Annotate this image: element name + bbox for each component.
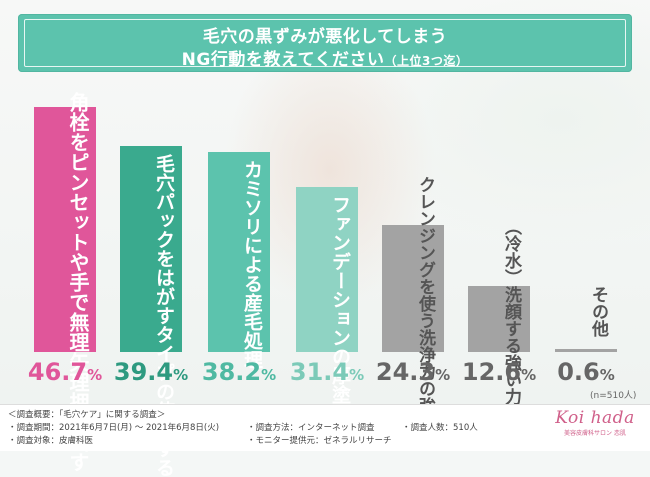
sample-size-note: (n=510人) bbox=[590, 391, 637, 401]
value-unit-5: % bbox=[521, 366, 537, 384]
value-number-6: 0.6 bbox=[557, 358, 600, 386]
category-label-4: クレンジングを使う洗浄力の強い bbox=[415, 176, 435, 431]
logo-name: Koi hada bbox=[555, 408, 635, 428]
value-number-2: 38.2 bbox=[201, 358, 262, 386]
bar-6 bbox=[555, 349, 617, 352]
survey-method: ・調査方法：インターネット調査 bbox=[247, 423, 375, 433]
value-number-4: 24.3 bbox=[375, 358, 436, 386]
bar-3 bbox=[296, 187, 358, 352]
value-label-1: 39.4% bbox=[106, 358, 196, 386]
value-unit-2: % bbox=[261, 366, 277, 384]
bar-4 bbox=[382, 225, 444, 352]
chart-title-line2-main: NG行動を教えてください bbox=[181, 50, 385, 70]
value-number-3: 31.4 bbox=[289, 358, 350, 386]
survey-footer: ＜調査概要：「毛穴ケア」に関する調査＞ ・調査期間：2021年6月7日(月) 〜… bbox=[0, 404, 650, 451]
category-label-0: 角栓をピンセットや手で無理矢理押し出す bbox=[66, 92, 90, 472]
category-label-3: ファンデーションの厚塗り bbox=[329, 195, 351, 423]
category-label-6: その他 bbox=[588, 286, 608, 337]
value-label-3: 31.4% bbox=[282, 358, 372, 386]
chart-title-note: （上位3つ迄） bbox=[384, 54, 469, 68]
bar-2 bbox=[208, 152, 270, 352]
value-label-4: 24.3% bbox=[368, 358, 458, 386]
value-unit-1: % bbox=[173, 366, 189, 384]
category-label-1: 毛穴パックをはがすタイプの使用する bbox=[153, 154, 175, 477]
value-number-1: 39.4 bbox=[113, 358, 174, 386]
category-label-5: （冷水）洗顔する強い力で bbox=[501, 218, 521, 422]
value-unit-6: % bbox=[599, 366, 615, 384]
survey-period: ・調査期間：2021年6月7日(月) 〜 2021年6月8日(火) bbox=[8, 423, 220, 433]
value-label-6: 0.6% bbox=[541, 358, 631, 386]
survey-count: ・調査人数：510人 bbox=[402, 423, 478, 433]
value-label-2: 38.2% bbox=[194, 358, 284, 386]
chart-title-line2: NG行動を教えてください（上位3つ迄） bbox=[18, 45, 632, 70]
survey-target: ・調査対象：皮膚科医 bbox=[8, 436, 94, 446]
bar-5 bbox=[468, 286, 530, 352]
category-label-2: カミソリによる産毛処理 bbox=[241, 160, 263, 369]
koihada-logo: Koi hada 美容皮膚科サロン 恋肌 bbox=[546, 408, 644, 437]
logo-sub: 美容皮膚科サロン 恋肌 bbox=[564, 430, 626, 437]
bar-0 bbox=[34, 107, 96, 352]
title-banner: 毛穴の黒ずみが悪化してしまう NG行動を教えてください（上位3つ迄） bbox=[18, 14, 632, 72]
value-number-5: 12.6 bbox=[461, 358, 522, 386]
bar-1 bbox=[120, 146, 182, 352]
chart-title-line1: 毛穴の黒ずみが悪化してしまう bbox=[202, 27, 448, 47]
value-label-0: 46.7% bbox=[20, 358, 110, 386]
value-unit-0: % bbox=[87, 366, 103, 384]
value-unit-3: % bbox=[349, 366, 365, 384]
value-label-5: 12.6% bbox=[454, 358, 544, 386]
value-unit-4: % bbox=[435, 366, 451, 384]
survey-overview: ＜調査概要：「毛穴ケア」に関する調査＞ bbox=[8, 410, 166, 420]
value-number-0: 46.7 bbox=[27, 358, 88, 386]
survey-provider: ・モニター提供元：ゼネラルリサーチ bbox=[247, 436, 392, 446]
